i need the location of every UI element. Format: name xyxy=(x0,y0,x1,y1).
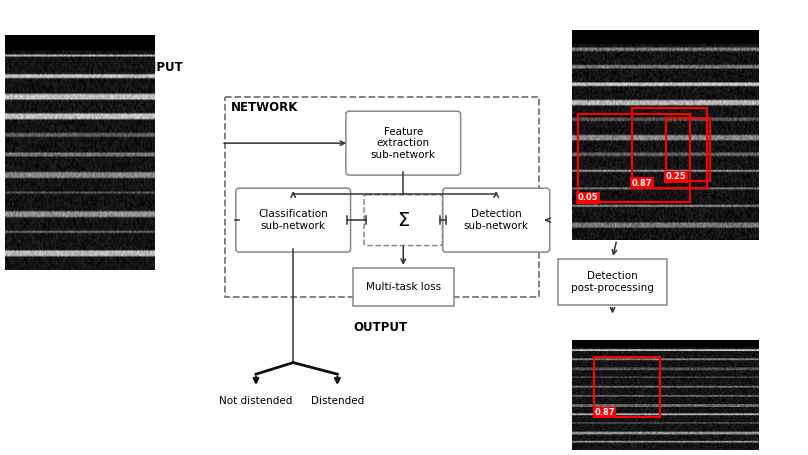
Bar xyxy=(578,114,690,202)
FancyBboxPatch shape xyxy=(364,195,443,246)
Bar xyxy=(580,66,591,75)
Text: Σ: Σ xyxy=(397,211,410,230)
Text: Distended: Distended xyxy=(311,396,364,406)
Text: 0.87: 0.87 xyxy=(595,408,615,417)
FancyBboxPatch shape xyxy=(346,111,461,175)
Text: Multi-task loss: Multi-task loss xyxy=(366,282,441,292)
Text: INPUT: INPUT xyxy=(143,61,183,74)
FancyBboxPatch shape xyxy=(443,188,549,252)
Text: Not distended: Not distended xyxy=(219,396,292,406)
Bar xyxy=(558,258,667,305)
Text: SQR (distended or not): SQR (distended or not) xyxy=(595,65,714,75)
Bar xyxy=(353,268,453,306)
Text: 0.05: 0.05 xyxy=(578,193,598,202)
Bar xyxy=(225,97,539,297)
Text: Detection
post-processing: Detection post-processing xyxy=(571,271,654,293)
Text: Feature
extraction
sub-network: Feature extraction sub-network xyxy=(371,126,436,160)
Bar xyxy=(666,118,710,181)
Bar xyxy=(632,108,707,187)
Text: Classification
sub-network: Classification sub-network xyxy=(259,209,328,231)
Text: 0.25: 0.25 xyxy=(666,172,686,181)
FancyBboxPatch shape xyxy=(236,188,351,252)
Text: Detection
sub-network: Detection sub-network xyxy=(464,209,528,231)
Text: NETWORK: NETWORK xyxy=(231,101,299,114)
Bar xyxy=(595,357,660,417)
Text: OUTPUT: OUTPUT xyxy=(353,321,407,334)
Text: 0.87: 0.87 xyxy=(632,178,652,187)
